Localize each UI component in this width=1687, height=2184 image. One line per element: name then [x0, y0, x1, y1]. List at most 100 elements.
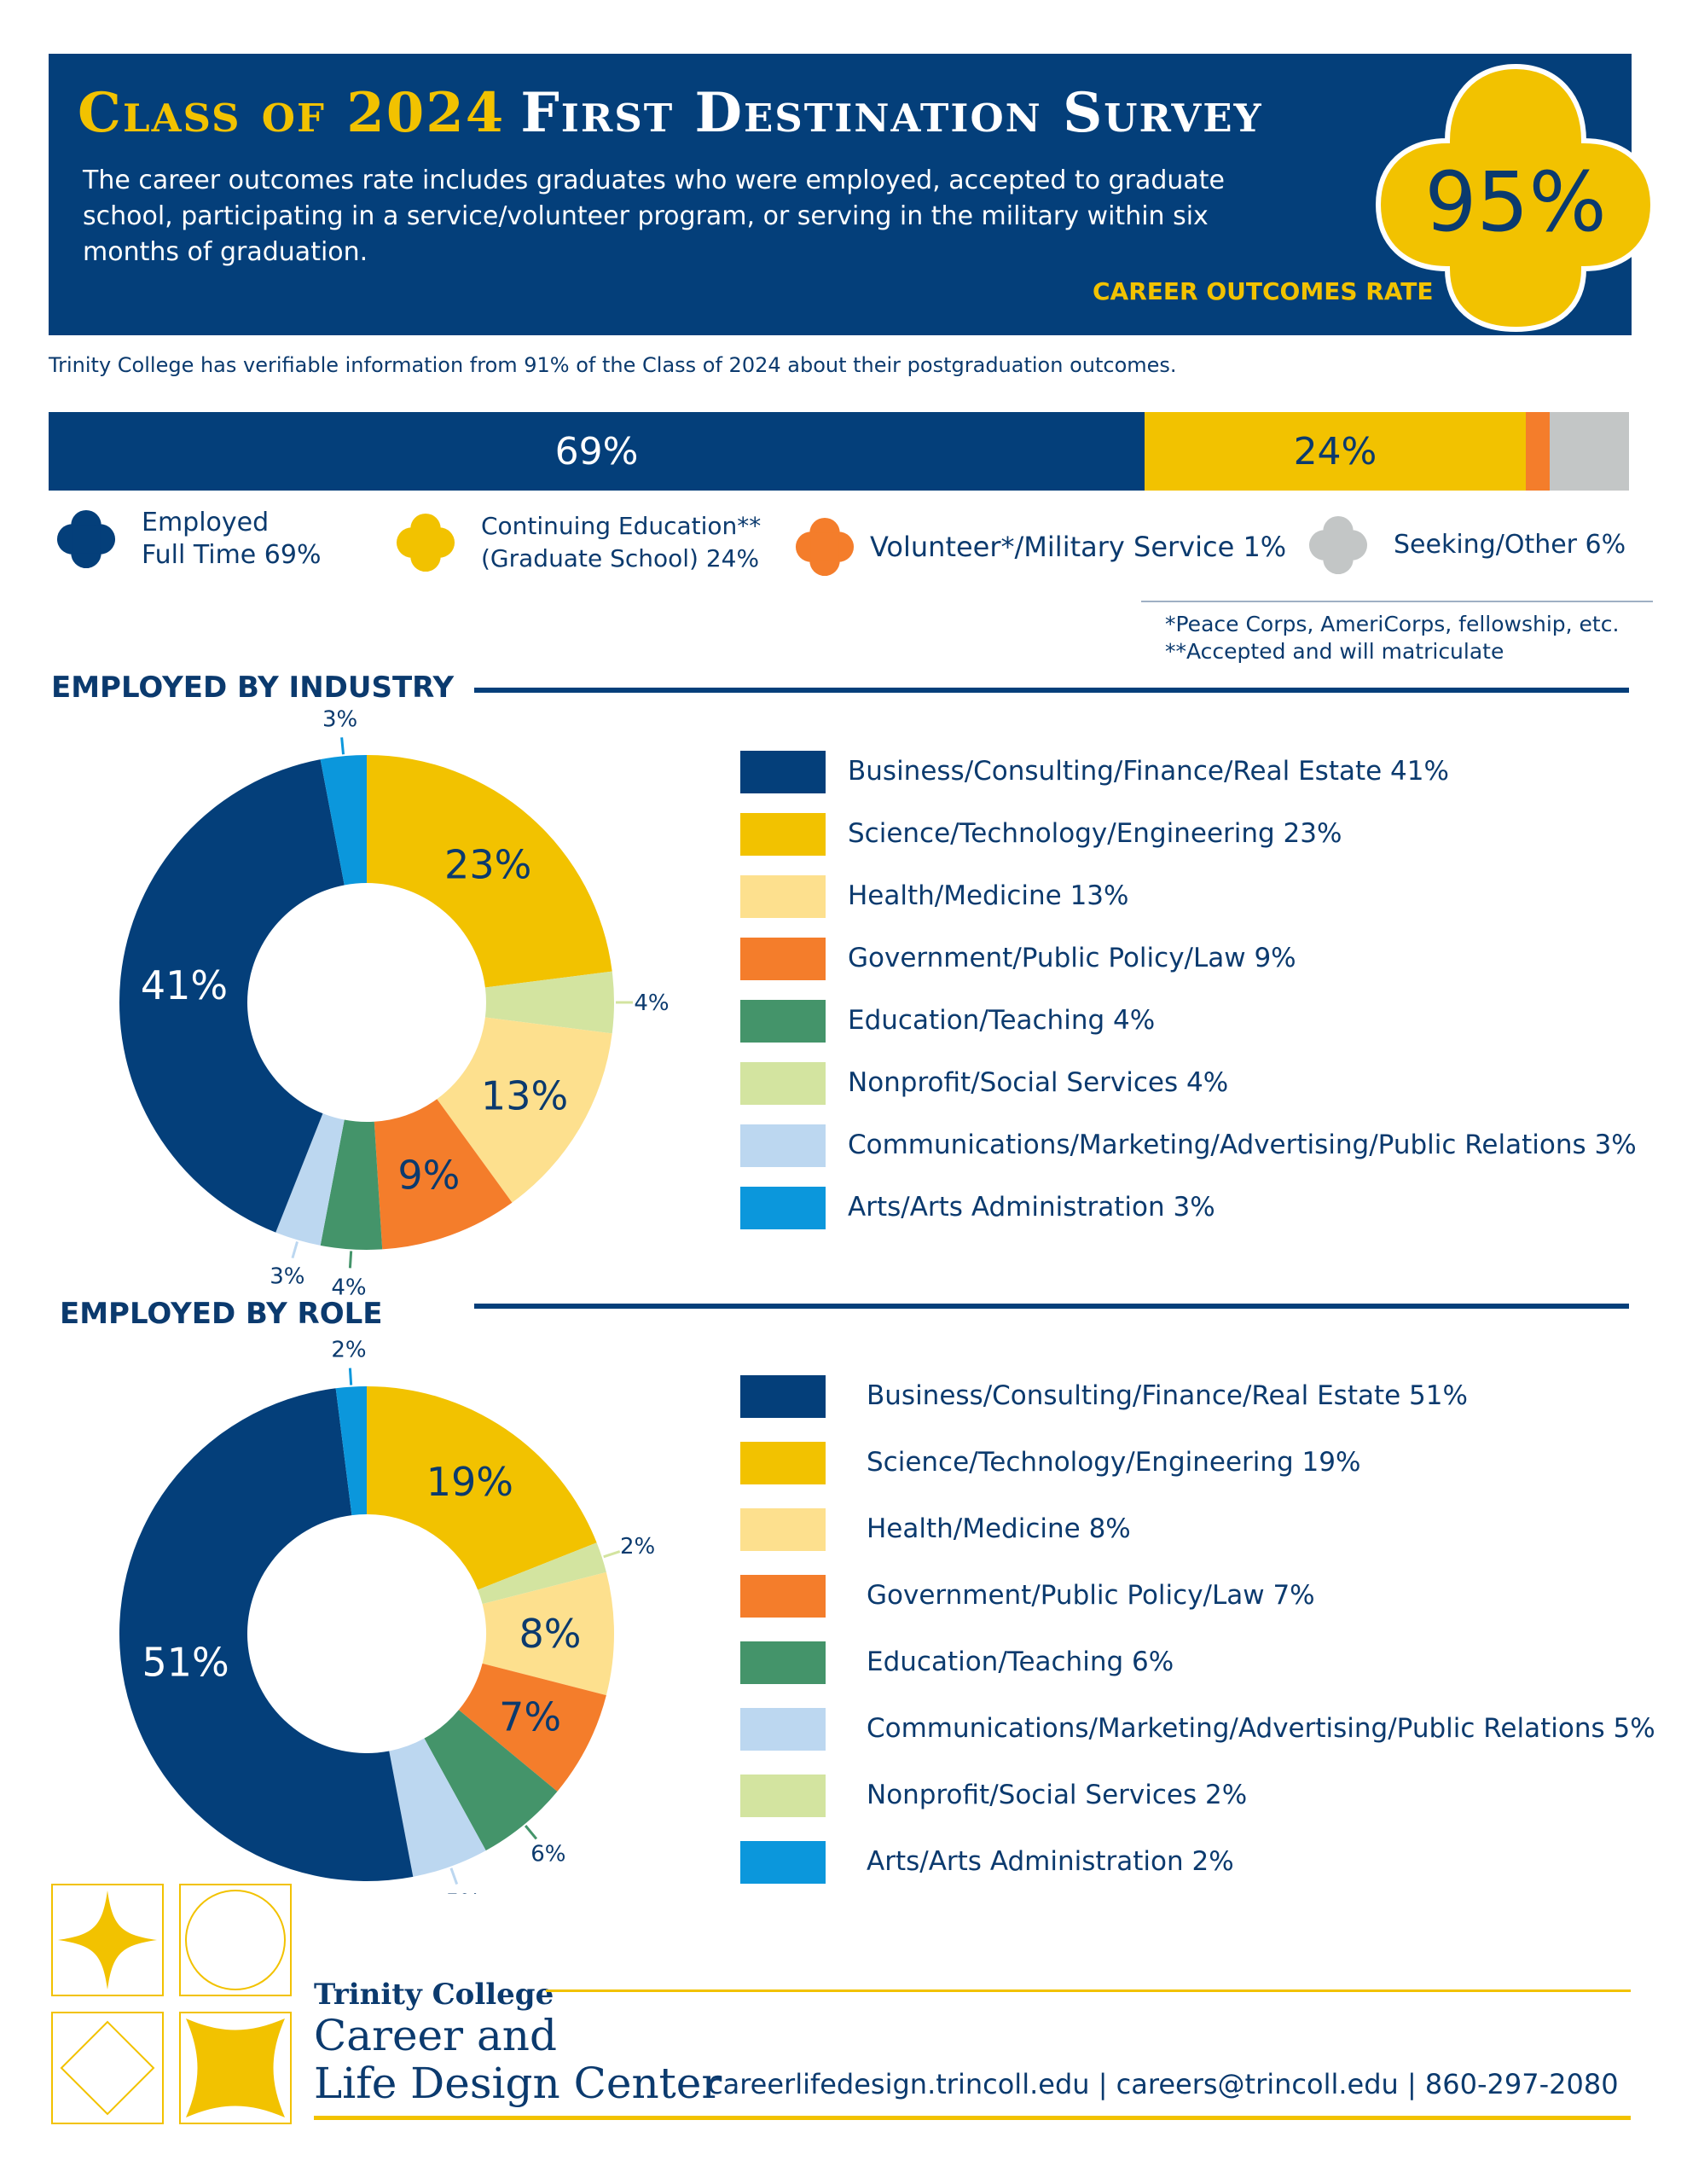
legend-label-5: Communications/Marketing/Advertising/Pub…	[867, 1713, 1655, 1744]
legend-swatch-7	[740, 1841, 826, 1884]
footnotes: *Peace Corps, AmeriCorps, fellowship, et…	[1141, 601, 1653, 665]
legend-continuing-line2: (Graduate School) 24%	[481, 544, 760, 572]
donut-slice-1	[484, 971, 614, 1034]
legend-employed-line2: Full Time 69%	[142, 540, 322, 570]
footer-gold-rule-bottom	[314, 2116, 1631, 2120]
legend-swatch-1	[740, 813, 826, 856]
quatrefoil-icon	[56, 509, 116, 569]
brand-center-line1: Career and	[314, 2011, 557, 2060]
header-description: The career outcomes rate includes gradua…	[83, 166, 1225, 267]
legend-swatch-0	[740, 1375, 826, 1418]
legend-label-7: Arts/Arts Administration 3%	[848, 1192, 1215, 1223]
legend-swatch-2	[740, 875, 826, 918]
donut-slice-label-5: 3%	[270, 1264, 304, 1290]
brand-center-line2: Life Design Center	[314, 2059, 722, 2108]
title-rest: First Destination Survey	[520, 81, 1263, 145]
title-year: Class of 2024	[78, 81, 506, 145]
legend-label-1: Science/Technology/Engineering 19%	[867, 1447, 1361, 1478]
donut-slice-6	[119, 1388, 414, 1882]
quatrefoil-icon	[1308, 515, 1368, 575]
donut-slice-label-3: 9%	[397, 1152, 460, 1198]
legend-swatch-3	[740, 1575, 826, 1618]
donut-slice-4	[320, 1119, 383, 1250]
outcomes-bar-segment-3	[1549, 412, 1629, 491]
donut-slice-5	[389, 1738, 486, 1877]
quatrefoil-icon	[795, 517, 855, 577]
legend-swatch-0	[740, 751, 826, 793]
donut-leader-line-4	[524, 1825, 538, 1840]
role-section-rule	[474, 1304, 1629, 1309]
donut-slice-3	[374, 1099, 513, 1250]
career-outcomes-rate-value: 95%	[1424, 154, 1606, 250]
legend-employed-line1: Employed	[142, 508, 270, 537]
donut-slice-label-2: 13%	[481, 1072, 568, 1118]
legend-label-0: Business/Consulting/Finance/Real Estate …	[848, 756, 1449, 787]
industry-section-rule	[474, 688, 1629, 693]
legend-label-4: Education/Teaching 4%	[848, 1005, 1156, 1036]
diamond-outline-icon	[60, 2020, 155, 2116]
donut-leader-line-4	[348, 1251, 353, 1269]
legend-swatch-4	[740, 1641, 826, 1684]
brand-college-name: Trinity College	[314, 1978, 554, 2012]
donut-slice-label-3: 7%	[499, 1694, 561, 1740]
legend-continuing-education: Continuing Education** (Graduate School) …	[394, 510, 761, 575]
role-donut-chart: 19% 2% 8% 7% 6% 5% 51% 2%	[119, 1339, 655, 1894]
four-point-star-icon	[58, 1891, 157, 1989]
quatrefoil-badge-icon	[1375, 63, 1656, 333]
legend-label-3: Government/Public Policy/Law 9%	[848, 943, 1296, 973]
donut-leader-line-5	[291, 1240, 299, 1259]
legend-swatch-5	[740, 1708, 826, 1751]
concave-square-icon	[186, 2018, 285, 2117]
legend-label-6: Communications/Marketing/Advertising/Pub…	[848, 1130, 1637, 1160]
donut-slice-label-0: 23%	[444, 842, 531, 888]
donut-leader-line-1	[603, 1550, 621, 1559]
legend-volunteer: Volunteer*/Military Service 1%	[793, 515, 1286, 578]
donut-slice-label-0: 19%	[426, 1459, 513, 1505]
donut-slice-label-4: 4%	[331, 1275, 366, 1297]
contact-info: careerlifedesign.trincoll.edu | careers@…	[708, 2068, 1619, 2100]
role-section-title: EMPLOYED BY ROLE	[60, 1297, 383, 1331]
donut-slice-6	[119, 759, 345, 1233]
outcomes-bar-segment-0: 69%	[49, 412, 1145, 491]
donut-leader-line-5	[449, 1867, 459, 1885]
legend-continuing-line1: Continuing Education**	[481, 512, 762, 540]
legend-label-7: Arts/Arts Administration 2%	[867, 1846, 1234, 1877]
donut-slice-label-5: 5%	[446, 1890, 481, 1894]
legend-swatch-5	[740, 1062, 826, 1105]
brand-wordmark: Trinity College Career and Life Design C…	[314, 1978, 722, 2107]
outcomes-stacked-bar: 69% 24%	[49, 412, 1629, 491]
donut-leader-line-7	[340, 737, 345, 755]
circle-outline-icon	[185, 1890, 286, 1990]
legend-label-2: Health/Medicine 13%	[848, 880, 1129, 911]
legend-swatch-2	[740, 1508, 826, 1551]
donut-slice-label-2: 8%	[519, 1611, 582, 1657]
career-outcomes-rate-label: CAREER OUTCOMES RATE	[1093, 277, 1434, 305]
legend-volunteer-line1: Volunteer*/Military Service 1%	[870, 531, 1287, 563]
donut-slice-0	[367, 1386, 597, 1590]
industry-donut-chart: 23% 4% 13% 9% 4% 3% 41% 3%	[119, 708, 670, 1297]
verification-note: Trinity College has verifiable informati…	[49, 353, 1177, 377]
career-outcomes-rate-badge: 95%	[1375, 63, 1656, 333]
donut-slice-label-7: 2%	[331, 1339, 366, 1363]
legend-swatch-6	[740, 1124, 826, 1167]
footer-gold-rule-top	[546, 1989, 1631, 1992]
donut-slice-label-1: 2%	[620, 1534, 655, 1560]
legend-swatch-1	[740, 1442, 826, 1484]
legend-swatch-6	[740, 1774, 826, 1817]
donut-slice-3	[458, 1663, 606, 1792]
legend-label-1: Science/Technology/Engineering 23%	[848, 818, 1342, 849]
donut-slice-4	[424, 1710, 558, 1851]
legend-seeking-line1: Seeking/Other 6%	[1394, 530, 1626, 560]
industry-section-title: EMPLOYED BY INDUSTRY	[51, 671, 455, 705]
page-title: Class of 2024 First Destination Survey	[78, 81, 1263, 145]
legend-employed: Employed Full Time 69%	[55, 507, 321, 572]
legend-label-0: Business/Consulting/Finance/Real Estate …	[867, 1380, 1468, 1411]
donut-leader-line-7	[348, 1368, 353, 1385]
legend-label-4: Education/Teaching 6%	[867, 1647, 1174, 1677]
donut-slice-2	[482, 1571, 614, 1696]
outcomes-bar-segment-1: 24%	[1144, 412, 1526, 491]
donut-slice-7	[320, 755, 367, 886]
legend-label-3: Government/Public Policy/Law 7%	[867, 1580, 1315, 1611]
donut-slice-label-6: 41%	[141, 962, 228, 1008]
footnote-1: *Peace Corps, AmeriCorps, fellowship, et…	[1165, 612, 1620, 636]
